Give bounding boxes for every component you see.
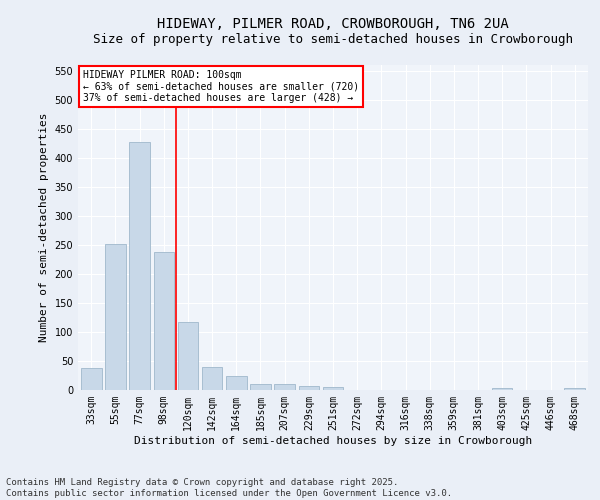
- Bar: [323, 387, 343, 390]
- Bar: [154, 252, 174, 390]
- Bar: [81, 368, 101, 390]
- X-axis label: Distribution of semi-detached houses by size in Crowborough: Distribution of semi-detached houses by …: [134, 436, 532, 446]
- Bar: [492, 388, 512, 390]
- Text: Size of property relative to semi-detached houses in Crowborough: Size of property relative to semi-detach…: [93, 32, 573, 46]
- Bar: [202, 367, 223, 390]
- Bar: [130, 142, 150, 390]
- Bar: [178, 322, 198, 390]
- Y-axis label: Number of semi-detached properties: Number of semi-detached properties: [39, 113, 49, 342]
- Bar: [250, 384, 271, 390]
- Text: HIDEWAY PILMER ROAD: 100sqm
← 63% of semi-detached houses are smaller (720)
37% : HIDEWAY PILMER ROAD: 100sqm ← 63% of sem…: [83, 70, 359, 103]
- Bar: [565, 388, 585, 390]
- Bar: [299, 386, 319, 390]
- Text: Contains HM Land Registry data © Crown copyright and database right 2025.
Contai: Contains HM Land Registry data © Crown c…: [6, 478, 452, 498]
- Bar: [105, 244, 126, 390]
- Text: HIDEWAY, PILMER ROAD, CROWBOROUGH, TN6 2UA: HIDEWAY, PILMER ROAD, CROWBOROUGH, TN6 2…: [157, 18, 509, 32]
- Bar: [274, 384, 295, 390]
- Bar: [226, 376, 247, 390]
